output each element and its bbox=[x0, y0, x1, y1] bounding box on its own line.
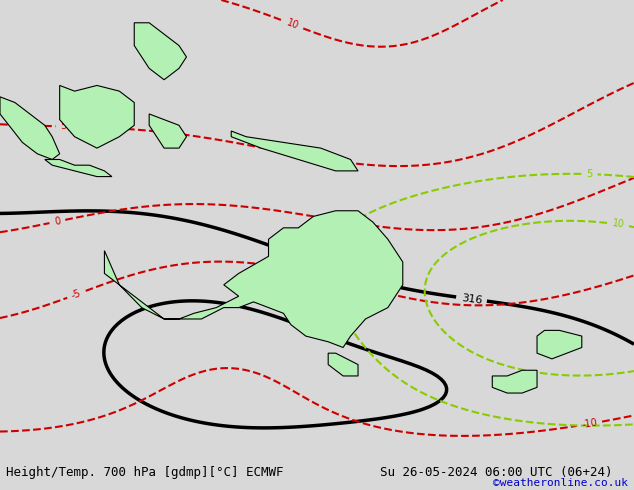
Polygon shape bbox=[149, 114, 186, 148]
Text: Su 26-05-2024 06:00 UTC (06+24): Su 26-05-2024 06:00 UTC (06+24) bbox=[380, 466, 613, 479]
Text: 10: 10 bbox=[611, 219, 625, 230]
Text: -10: -10 bbox=[581, 417, 598, 430]
Polygon shape bbox=[492, 370, 537, 393]
Text: Height/Temp. 700 hPa [gdmp][°C] ECMWF: Height/Temp. 700 hPa [gdmp][°C] ECMWF bbox=[6, 466, 284, 479]
Text: -5: -5 bbox=[70, 288, 83, 301]
Text: 0: 0 bbox=[53, 216, 61, 227]
Polygon shape bbox=[328, 353, 358, 376]
Text: 308: 308 bbox=[310, 325, 333, 342]
Polygon shape bbox=[231, 131, 358, 171]
Text: 10: 10 bbox=[285, 18, 301, 31]
Polygon shape bbox=[0, 97, 60, 160]
Polygon shape bbox=[45, 160, 112, 176]
Text: 316: 316 bbox=[460, 293, 482, 305]
Text: 5: 5 bbox=[586, 169, 593, 179]
Polygon shape bbox=[60, 85, 134, 148]
Text: ©weatheronline.co.uk: ©weatheronline.co.uk bbox=[493, 478, 628, 488]
Polygon shape bbox=[537, 330, 582, 359]
Polygon shape bbox=[134, 23, 186, 80]
Polygon shape bbox=[105, 211, 403, 347]
Text: 5: 5 bbox=[60, 122, 67, 131]
